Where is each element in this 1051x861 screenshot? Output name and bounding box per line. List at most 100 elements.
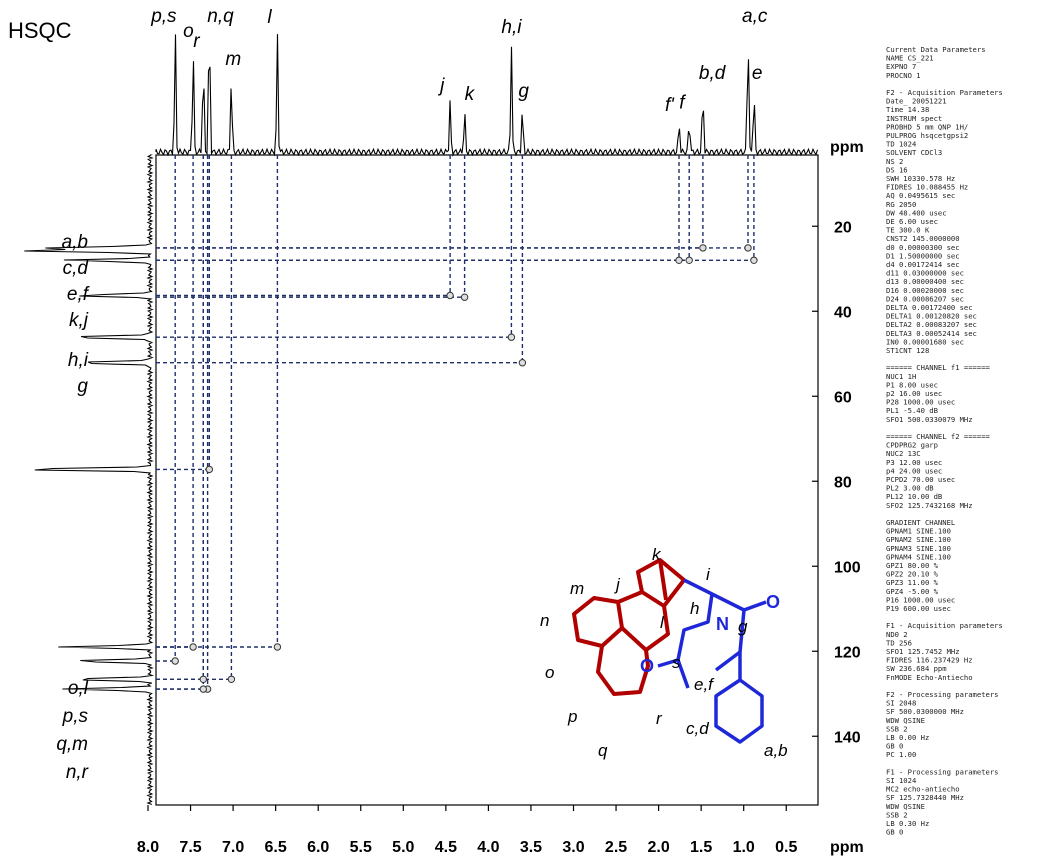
x-tick-label: 2.5 xyxy=(605,839,627,856)
parameter-line: ND0 2 xyxy=(886,630,908,639)
carbon-peak-label: k,j xyxy=(69,310,89,331)
parameter-line: INSTRUM spect xyxy=(886,114,942,123)
parameter-line: NS 2 xyxy=(886,157,903,166)
parameter-line: Current Data Parameters xyxy=(886,45,986,54)
carbon-spectrum-trace xyxy=(24,154,155,806)
parameter-line: D16 0.00020000 sec xyxy=(886,286,964,295)
x-tick-label: 6.5 xyxy=(265,839,287,856)
carbon-peak-label: n,r xyxy=(66,762,89,783)
figure-title: HSQC xyxy=(8,18,72,43)
x-tick-label: 5.5 xyxy=(350,839,372,856)
parameter-line: SW 236.684 ppm xyxy=(886,664,947,673)
parameter-line: SFO1 125.7452 MHz xyxy=(886,647,960,656)
parameter-line: SSB 2 xyxy=(886,810,908,819)
molecule-atom-label: r xyxy=(656,709,663,728)
molecule-atom-label: c,d xyxy=(686,719,709,738)
parameter-line: P3 12.00 usec xyxy=(886,458,942,467)
x-tick-label: 3.0 xyxy=(562,839,584,856)
parameter-line: PL12 10.00 dB xyxy=(886,492,942,501)
parameter-line: F1 - Processing parameters xyxy=(886,767,999,776)
parameter-line: F2 - Acquisition Parameters xyxy=(886,88,1003,97)
cross-peak xyxy=(199,685,208,693)
parameter-line: d13 0.00000400 sec xyxy=(886,277,964,286)
parameter-line: EXPNO 7 xyxy=(886,62,916,71)
parameter-line: SF 125.7328440 MHz xyxy=(886,793,964,802)
parameter-line: FnMODE Echo-Antiecho xyxy=(886,673,973,682)
parameter-line: LB 0.00 Hz xyxy=(886,733,929,742)
parameter-line: SF 500.0300000 MHz xyxy=(886,707,964,716)
parameter-line: TD 256 xyxy=(886,638,912,647)
cross-peak xyxy=(507,333,516,341)
x-tick-label: 4.0 xyxy=(477,839,499,856)
parameter-line: SFO2 125.7432168 MHz xyxy=(886,501,973,510)
y-tick-label: 120 xyxy=(834,644,861,661)
molecule-heteroatom: N xyxy=(716,614,729,634)
parameter-line: SOLVENT CDCl3 xyxy=(886,148,942,157)
parameter-line: ====== CHANNEL f1 ====== xyxy=(886,363,991,372)
parameter-line: GRADIENT CHANNEL xyxy=(886,518,955,527)
parameter-line: P16 1000.00 usec xyxy=(886,595,955,604)
parameter-line: F2 - Processing parameters xyxy=(886,690,999,699)
carbon-peak-label: o,l xyxy=(68,678,89,699)
parameter-line: GPZ2 20.10 % xyxy=(886,570,939,579)
cross-peak xyxy=(685,256,693,264)
parameter-line: GB 0 xyxy=(886,742,903,751)
proton-peak-label: m xyxy=(225,49,241,70)
parameter-line: GPNAM4 SINE.100 xyxy=(886,552,951,561)
cross-peak xyxy=(675,256,683,264)
carbon-peak-label: a,b xyxy=(62,232,88,253)
proton-peak-label: k xyxy=(465,84,476,105)
aromatic-ring-middle xyxy=(617,590,670,652)
molecule-heteroatom: O xyxy=(640,656,654,676)
parameter-line: PULPROG hsqcetgpsi2 xyxy=(886,131,968,140)
cyclohexyl-ring xyxy=(714,652,764,744)
parameter-line: TD 1024 xyxy=(886,140,916,149)
parameter-line: ST1CNT 128 xyxy=(886,346,929,355)
parameter-line: DELTA1 0.00120820 sec xyxy=(886,312,977,321)
proton-peak-label: g xyxy=(518,81,529,102)
proton-peak-label: f' xyxy=(665,95,675,116)
cross-peak xyxy=(189,643,197,651)
parameter-line: DW 48.400 usec xyxy=(886,208,947,217)
proton-axis-unit: ppm xyxy=(830,139,864,156)
imide-carbonyls xyxy=(657,600,767,668)
parameter-line: FIDRES 116.237429 Hz xyxy=(886,656,973,665)
proton-peak-label: o xyxy=(183,21,194,42)
molecule-atom-label: i xyxy=(706,565,711,584)
y-tick-label: 140 xyxy=(834,729,861,746)
parameter-line: F1 - Acquisition parameters xyxy=(886,621,1003,630)
parameter-line: DE 6.00 usec xyxy=(886,217,938,226)
parameter-line: SFO1 500.0330079 MHz xyxy=(886,415,973,424)
x-tick-label: 7.0 xyxy=(222,839,244,856)
parameter-line: DELTA2 0.00083207 sec xyxy=(886,320,977,329)
molecule-atom-label: h xyxy=(690,599,699,618)
aromatic-ring-bottom xyxy=(596,645,650,696)
parameter-line: SSB 2 xyxy=(886,724,908,733)
parameter-line: RG 2050 xyxy=(886,200,916,209)
parameter-line: CNST2 145.0000000 xyxy=(886,234,960,243)
cross-peak xyxy=(273,643,282,651)
x-tick-label: 5.0 xyxy=(392,839,414,856)
x-tick-label: 3.5 xyxy=(520,839,542,856)
cross-peak xyxy=(699,244,707,252)
proton-peak-label: j xyxy=(437,76,445,97)
parameter-line: DELTA3 0.00052414 sec xyxy=(886,329,977,338)
parameter-line: CPDPRG2 garp xyxy=(886,441,938,450)
carbon-peak-label: g xyxy=(77,376,88,397)
parameter-line: PL1 -5.40 dB xyxy=(886,406,938,415)
x-axis-unit: ppm xyxy=(830,839,864,856)
parameter-line: P28 1000.00 usec xyxy=(886,398,955,407)
parameter-line: LB 0.30 Hz xyxy=(886,819,929,828)
parameter-line: NUC2 13C xyxy=(886,449,921,458)
cross-peak xyxy=(446,291,454,300)
molecule-atom-label: o xyxy=(545,663,554,682)
proton-peak-label: l xyxy=(267,7,272,28)
parameter-line: ====== CHANNEL f2 ====== xyxy=(886,432,991,441)
cross-peak xyxy=(744,244,752,252)
aromatic-ring-left xyxy=(572,596,624,648)
parameter-line: FIDRES 10.088455 Hz xyxy=(886,183,968,192)
parameter-line: GB 0 xyxy=(886,828,903,837)
carbon-projection: a,b c,d e,f k,j h,i g o,l p,s q,m n,r xyxy=(24,154,155,806)
y-tick-label: 80 xyxy=(834,474,852,491)
y-tick-label: 60 xyxy=(834,389,852,406)
